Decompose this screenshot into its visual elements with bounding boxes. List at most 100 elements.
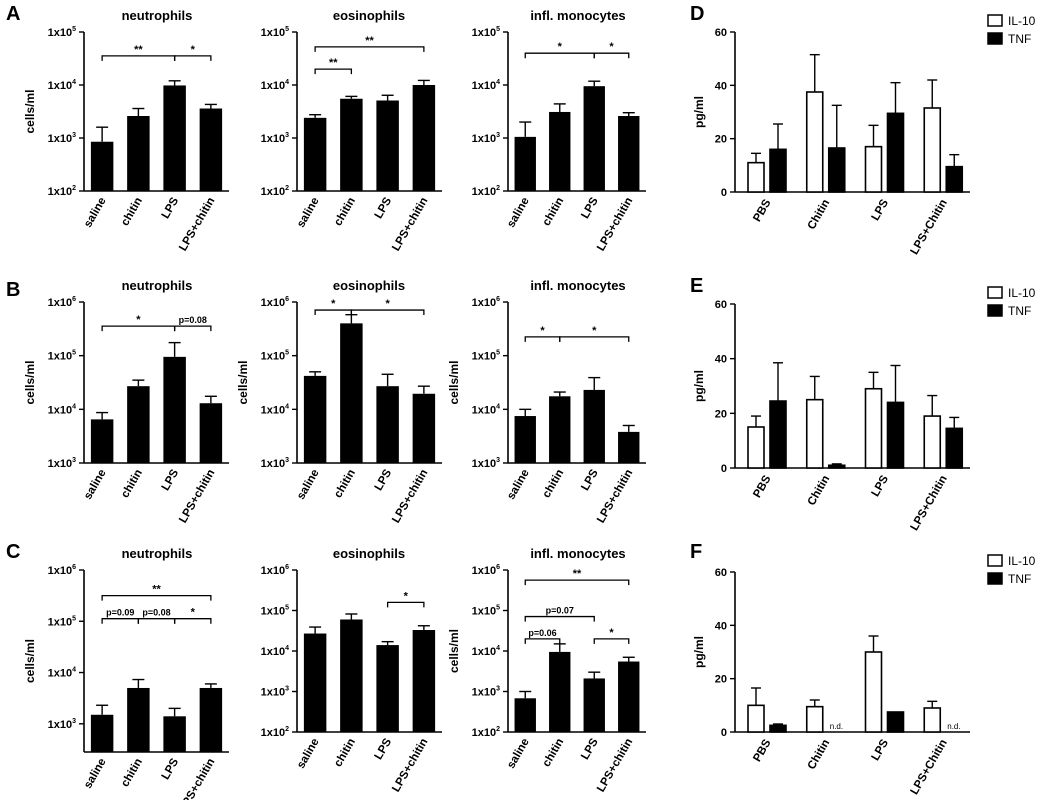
y-tick-label: 20 xyxy=(715,674,727,686)
y-axis-label: cells/ml xyxy=(23,639,37,683)
legend-swatch xyxy=(987,304,1003,317)
category-label: LPS+Chitin xyxy=(909,474,950,533)
category-label: chitin xyxy=(332,737,358,770)
significance-label: p=0.08 xyxy=(179,315,207,325)
significance-bracket xyxy=(524,579,630,586)
category-label: LPS+chitin xyxy=(177,757,217,800)
y-tick-label: 1x105 xyxy=(472,605,500,618)
significance-label: ** xyxy=(152,584,161,596)
category-label: LPS xyxy=(870,197,892,223)
bar xyxy=(549,111,571,191)
category-label: LPS+chitin xyxy=(595,196,635,254)
significance-bracket xyxy=(314,68,353,75)
bar xyxy=(747,704,765,733)
significance-bracket xyxy=(524,638,561,644)
not-detected-label: n.d. xyxy=(947,722,960,731)
y-axis-label: pg/ml xyxy=(692,636,706,668)
bar xyxy=(827,147,846,193)
chart-title: neutrophils xyxy=(122,8,193,23)
chart-b3: 1x103 1x104 1x105 1x106 infl. monocytes cells… xyxy=(447,278,646,525)
legend-label: TNF xyxy=(1008,32,1031,46)
y-tick-label: 1x103 xyxy=(261,457,289,470)
category-label: PBS xyxy=(751,473,773,500)
category-label: saline xyxy=(295,196,322,230)
bar xyxy=(945,427,964,469)
significance-bracket xyxy=(173,618,212,624)
y-tick-label: 1x105 xyxy=(48,26,76,39)
category-label: chitin xyxy=(119,196,145,229)
bar xyxy=(340,98,363,191)
y-tick-label: 60 xyxy=(715,567,727,579)
y-tick-label: 1x103 xyxy=(48,457,76,470)
significance-bracket xyxy=(101,55,176,61)
bar xyxy=(412,393,436,463)
significance-bracket xyxy=(101,594,212,601)
category-label: LPS xyxy=(160,467,182,493)
y-tick-label: 40 xyxy=(715,354,727,366)
legend-label: IL-10 xyxy=(1008,554,1036,568)
category-label: LPS xyxy=(373,736,395,762)
significance-label: ** xyxy=(573,568,582,580)
bar xyxy=(163,356,186,463)
category-label: LPS xyxy=(579,736,601,762)
category-label: LPS+chitin xyxy=(390,737,430,795)
y-tick-label: 1x106 xyxy=(472,564,500,577)
bar xyxy=(864,145,883,193)
category-label: chitin xyxy=(541,468,567,501)
y-tick-label: 1x104 xyxy=(48,667,76,680)
chart-title: eosinophils xyxy=(333,8,405,23)
bar xyxy=(886,711,905,733)
y-tick-label: 1x106 xyxy=(472,296,500,309)
significance-label: p=0.06 xyxy=(528,628,556,638)
significance-bracket xyxy=(524,615,595,622)
bar xyxy=(923,107,942,193)
category-label: LPS xyxy=(870,473,892,499)
y-tick-label: 1x105 xyxy=(261,605,289,618)
significance-bracket xyxy=(524,336,561,342)
y-tick-label: 20 xyxy=(715,408,727,420)
bar xyxy=(199,687,223,752)
y-tick-label: 1x105 xyxy=(48,350,76,363)
category-label: saline xyxy=(82,196,109,230)
chart-a2: 1x102 1x103 1x104 1x105 eosinophils saline chi… xyxy=(261,8,442,253)
bar xyxy=(376,645,399,732)
significance-label: * xyxy=(558,41,563,53)
significance-label: * xyxy=(609,41,614,53)
panel-letter-e: E xyxy=(690,275,703,297)
significance-bracket xyxy=(137,618,176,624)
category-label: LPS xyxy=(870,737,892,763)
category-label: saline xyxy=(505,737,532,771)
y-tick-label: 1x103 xyxy=(261,132,289,145)
category-label: chitin xyxy=(119,468,145,501)
category-label: LPS+chitin xyxy=(177,196,217,254)
y-tick-label: 1x103 xyxy=(48,718,76,731)
category-label: LPS xyxy=(579,467,601,493)
bar xyxy=(864,651,883,733)
bar xyxy=(376,100,399,191)
category-label: LPS+Chitin xyxy=(909,738,950,797)
significance-label: * xyxy=(191,44,196,56)
y-tick-label: 0 xyxy=(721,727,727,739)
bar xyxy=(303,117,327,191)
significance-label: p=0.07 xyxy=(546,606,574,616)
bar xyxy=(127,687,150,752)
y-axis-label: pg/ml xyxy=(692,96,706,128)
y-tick-label: 1x102 xyxy=(472,726,500,739)
category-label: saline xyxy=(295,737,322,771)
category-label: saline xyxy=(82,757,109,791)
y-tick-label: 1x104 xyxy=(261,645,289,658)
y-tick-label: 1x102 xyxy=(261,726,289,739)
significance-label: ** xyxy=(134,44,143,56)
panel-letter-a: A xyxy=(6,3,20,25)
bar xyxy=(549,651,571,732)
chart-a3: 1x102 1x103 1x104 1x105 infl. monocytes salin… xyxy=(472,8,646,253)
chart-title: infl. monocytes xyxy=(530,546,625,561)
significance-bracket xyxy=(524,52,595,59)
bar xyxy=(805,705,824,733)
category-label: saline xyxy=(295,468,322,502)
legend-label: TNF xyxy=(1008,572,1031,586)
significance-bracket xyxy=(593,52,630,59)
bar xyxy=(923,707,942,733)
legend-swatch xyxy=(987,572,1003,585)
significance-label: * xyxy=(540,325,545,337)
